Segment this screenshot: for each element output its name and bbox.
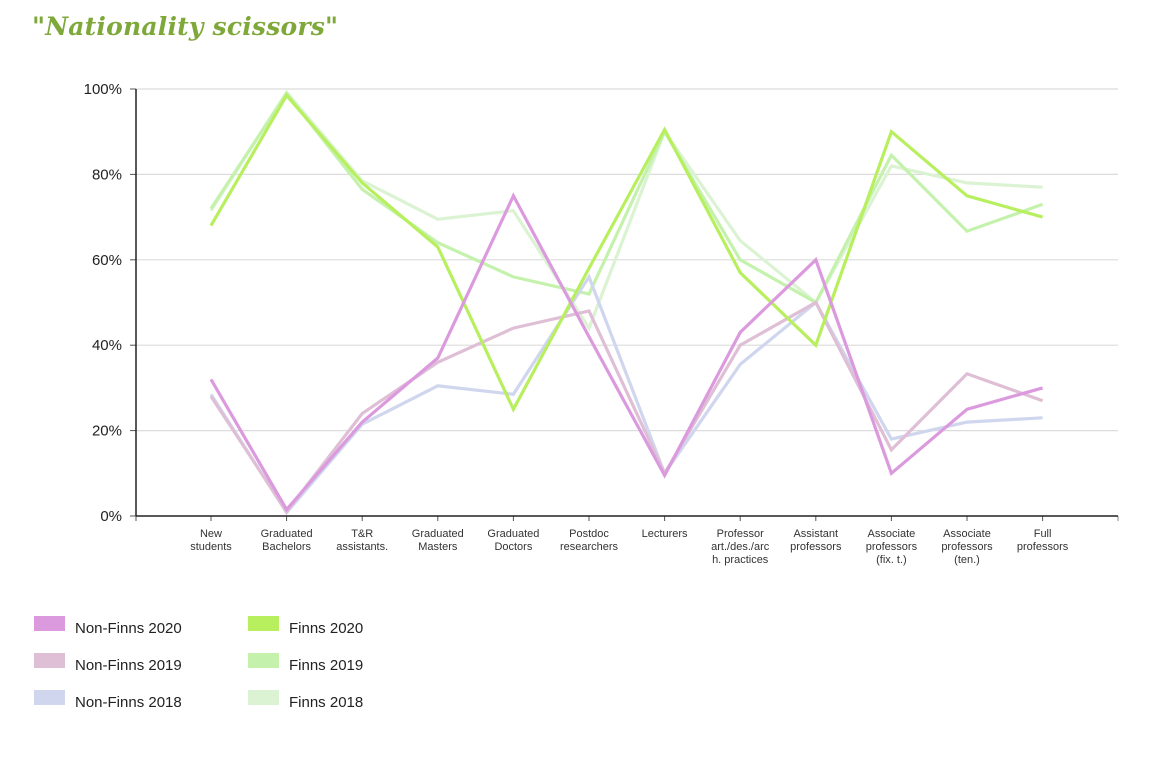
chart-title: "Nationality scissors"	[32, 12, 339, 41]
x-tick-label: Lecturers	[642, 528, 688, 540]
legend-swatch-non-finns-2019	[34, 653, 65, 668]
legend-item: Finns 2020	[248, 616, 364, 637]
x-tick-label: New students	[190, 528, 232, 553]
y-tick-label: 40%	[92, 337, 122, 354]
series-line-non-finns-2020	[209, 192, 1044, 513]
legend-item: Finns 2019	[248, 653, 364, 674]
x-tick-label: Associate professors (fix. t.)	[866, 528, 918, 566]
legend-swatch-finns-2020	[248, 616, 279, 631]
y-axis-ticks: 0% 20% 40% 60% 80% 100%	[84, 81, 136, 525]
legend-swatch-non-finns-2020	[34, 616, 65, 631]
x-tick-label: Postdoc researchers	[560, 528, 619, 553]
legend-swatch-non-finns-2018	[34, 690, 65, 705]
legend-label: Non-Finns 2018	[75, 694, 182, 711]
x-tick-label: Assistant professors	[790, 528, 842, 553]
series-line-non-finns-2019	[209, 300, 1044, 515]
legend-label: Non-Finns 2020	[75, 620, 182, 637]
y-tick-label: 80%	[92, 166, 122, 183]
y-tick-label: 100%	[84, 81, 122, 98]
axes	[135, 89, 1118, 517]
legend-item: Non-Finns 2018	[34, 690, 182, 711]
y-tick-label: 0%	[100, 508, 122, 525]
series-lines	[209, 89, 1044, 516]
legend-item: Non-Finns 2019	[34, 653, 182, 674]
series-line-finns-2020	[209, 92, 1044, 413]
x-tick-label: Professor art./des./arc h. practices	[711, 528, 770, 566]
legend-swatch-finns-2019	[248, 653, 279, 668]
x-tick-label: Graduated Masters	[412, 528, 464, 553]
x-tick-label: Graduated Doctors	[487, 528, 539, 553]
legend-item: Non-Finns 2020	[34, 616, 182, 637]
x-tick-label: Graduated Bachelors	[261, 528, 313, 553]
legend-item: Finns 2018	[248, 690, 364, 711]
x-tick-label: Associate professors (ten.)	[941, 528, 993, 566]
gridlines	[136, 88, 1118, 432]
x-axis-ticks: New students Graduated Bachelors T&R assistan…	[135, 516, 1119, 566]
y-tick-label: 60%	[92, 252, 122, 269]
series-line-finns-2019	[209, 90, 1044, 305]
legend-swatch-finns-2018	[248, 690, 279, 705]
legend-label: Non-Finns 2019	[75, 657, 182, 674]
legend-label: Finns 2020	[289, 620, 364, 637]
legend-label: Finns 2019	[289, 657, 364, 674]
x-tick-label: Full professors	[1017, 528, 1069, 553]
legend-label: Finns 2018	[289, 694, 364, 711]
line-chart: 0% 20% 40% 60% 80% 100% New students Graduated B…	[84, 81, 1119, 566]
y-tick-label: 20%	[92, 423, 122, 440]
x-tick-label: T&R assistants.	[336, 528, 388, 553]
